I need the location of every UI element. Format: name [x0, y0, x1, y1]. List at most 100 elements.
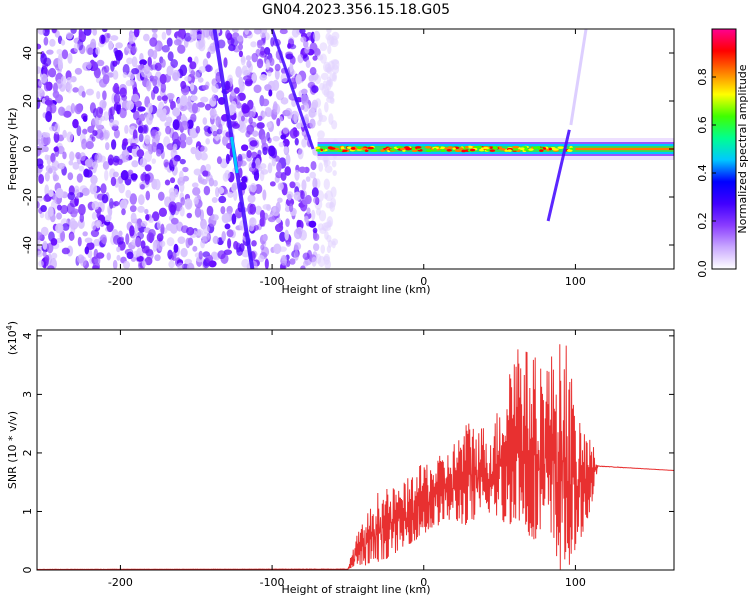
- noise-speck: [317, 130, 325, 139]
- noise-speck: [131, 45, 138, 54]
- noise-speck: [48, 189, 54, 197]
- noise-speck: [53, 174, 60, 182]
- band-hotspot: [536, 146, 541, 149]
- noise-speck: [202, 84, 209, 91]
- noise-speck: [166, 237, 175, 247]
- noise-speck: [277, 197, 283, 203]
- snr-x-ticks: -200 -100 0 100: [108, 330, 586, 589]
- noise-speck: [103, 111, 109, 121]
- snr-frame: [36, 329, 675, 571]
- noise-speck: [139, 59, 148, 66]
- noise-speck: [107, 72, 115, 78]
- noise-speck: [327, 220, 332, 227]
- noise-speck: [72, 87, 79, 93]
- x-tick-label: 100: [565, 275, 586, 288]
- noise-speck: [170, 217, 179, 225]
- noise-speck: [201, 231, 210, 242]
- noise-speck: [261, 134, 267, 146]
- noise-speck: [278, 141, 285, 148]
- noise-speck: [143, 150, 152, 162]
- noise-speck: [139, 184, 145, 190]
- noise-speck: [260, 244, 265, 251]
- noise-speck: [57, 60, 64, 71]
- noise-speck: [154, 62, 162, 72]
- noise-speck: [189, 61, 197, 70]
- noise-speck: [247, 99, 254, 110]
- noise-speck: [67, 191, 76, 201]
- noise-speck: [239, 243, 245, 252]
- noise-speck: [186, 119, 194, 129]
- noise-speck: [249, 217, 257, 227]
- noise-speck: [294, 169, 300, 181]
- noise-speck: [329, 97, 335, 105]
- noise-speck: [137, 194, 145, 206]
- noise-speck: [66, 76, 73, 84]
- band-hotspot: [557, 146, 564, 149]
- noise-speck: [56, 48, 63, 55]
- y-tick-label: 40: [21, 46, 34, 60]
- noise-speck: [233, 87, 240, 94]
- noise-speck: [227, 238, 232, 249]
- noise-speck: [216, 156, 222, 165]
- noise-speck: [193, 197, 199, 205]
- noise-speck: [241, 103, 249, 114]
- noise-speck: [302, 260, 309, 267]
- noise-speck: [257, 149, 262, 157]
- noise-speck: [135, 237, 141, 248]
- band-hotspot: [350, 147, 356, 150]
- noise-speck: [127, 138, 134, 144]
- colorbar-gradient: [712, 29, 736, 269]
- noise-speck: [250, 41, 257, 48]
- noise-speck: [217, 186, 225, 195]
- noise-speck: [147, 56, 152, 68]
- band-hotspot: [328, 147, 336, 150]
- noise-speck: [53, 146, 59, 152]
- noise-speck: [197, 77, 204, 83]
- noise-speck: [81, 138, 88, 150]
- colorbar-frame: [711, 28, 737, 270]
- noise-speck: [132, 250, 141, 258]
- noise-speck: [89, 183, 98, 195]
- noise-speck: [37, 201, 40, 209]
- noise-speck: [76, 173, 83, 183]
- noise-speck: [219, 158, 228, 169]
- colorbar-tick-label: 0.2: [696, 212, 709, 230]
- noise-speck: [144, 111, 151, 120]
- noise-speck: [40, 73, 48, 84]
- noise-speck: [238, 50, 243, 58]
- noise-speck: [291, 29, 300, 38]
- noise-speck: [45, 97, 54, 107]
- noise-speck: [118, 230, 123, 237]
- noise-speck: [301, 138, 308, 148]
- noise-speck: [172, 143, 178, 151]
- noise-speck: [289, 62, 294, 73]
- noise-speck: [179, 64, 188, 77]
- noise-speck: [259, 29, 268, 35]
- noise-speck: [72, 161, 80, 170]
- noise-speck: [143, 64, 151, 75]
- noise-speck: [116, 53, 121, 65]
- noise-speck: [145, 214, 150, 221]
- spectrogram-carrier-band: [315, 138, 674, 160]
- band-hotspot: [370, 149, 376, 152]
- noise-speck: [149, 37, 158, 47]
- noise-speck: [294, 137, 299, 146]
- noise-speck: [167, 51, 174, 62]
- noise-speck: [62, 129, 67, 139]
- noise-speck: [116, 246, 121, 253]
- noise-speck: [231, 182, 238, 191]
- noise-speck: [131, 160, 139, 168]
- noise-speck: [180, 120, 189, 131]
- noise-speck: [258, 254, 265, 263]
- snr-series: [37, 344, 674, 570]
- noise-speck: [191, 182, 199, 188]
- noise-speck: [326, 29, 332, 34]
- noise-speck: [109, 198, 114, 210]
- noise-speck: [241, 144, 249, 152]
- noise-speck: [108, 40, 114, 51]
- noise-speck: [269, 181, 276, 187]
- noise-speck: [38, 260, 44, 267]
- band-hotspot: [357, 146, 362, 150]
